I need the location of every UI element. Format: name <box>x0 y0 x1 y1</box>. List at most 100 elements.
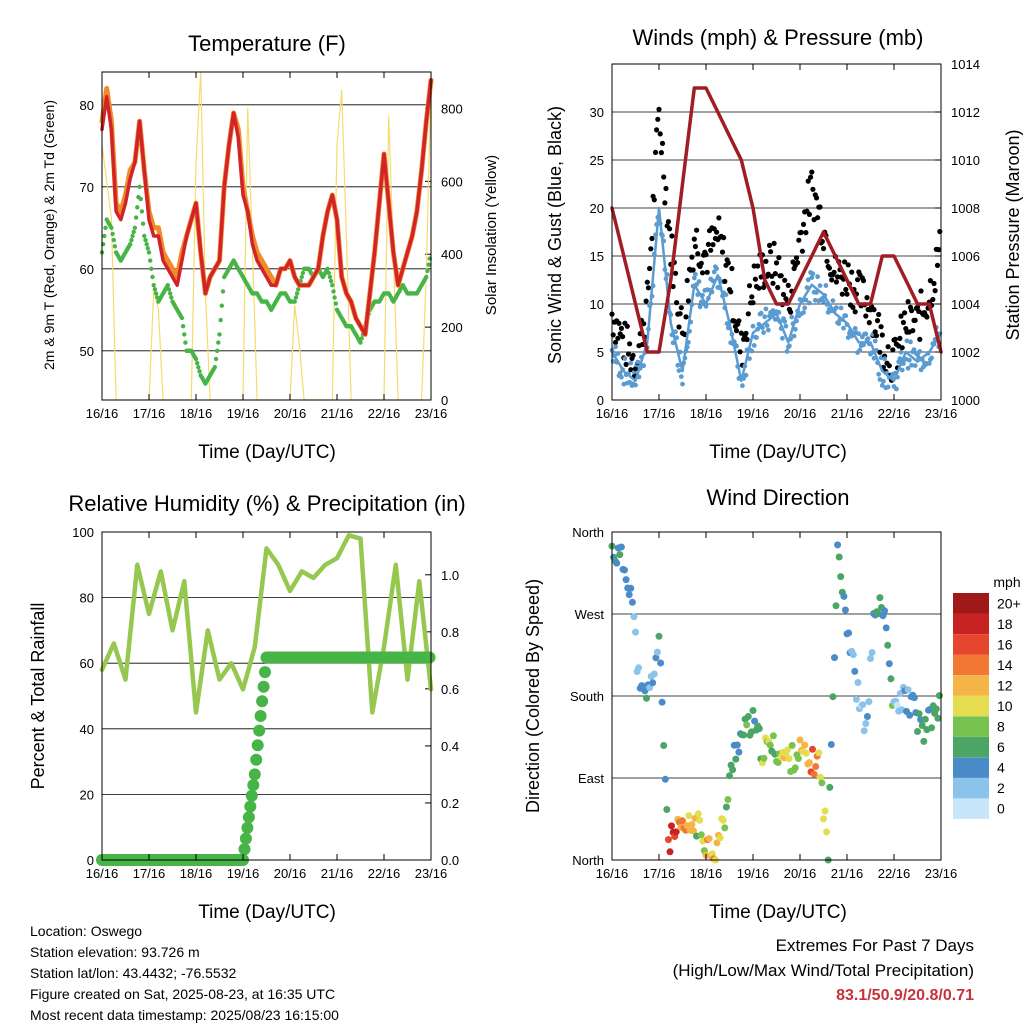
direction-point <box>805 759 813 767</box>
dewpoint-point <box>165 283 170 288</box>
direction-point <box>859 701 867 709</box>
extremes-box: Extremes For Past 7 Days (High/Low/Max W… <box>673 933 974 1008</box>
direction-point <box>661 775 669 783</box>
wind-point <box>830 298 836 303</box>
wind-point <box>861 342 866 348</box>
gust-point <box>914 304 921 310</box>
dewpoint-point <box>332 295 337 300</box>
humidity-xlabel: Time (Day/UTC) <box>198 902 336 923</box>
dewpoint-point <box>153 291 159 296</box>
gust-point <box>849 269 855 275</box>
wind-point <box>714 266 719 271</box>
direction-point <box>801 741 809 749</box>
direction-point <box>705 835 713 843</box>
dewpoint-point <box>426 262 431 267</box>
winds-y2tick-label: 1008 <box>951 201 980 216</box>
direction-point <box>643 694 650 702</box>
direction-point <box>726 772 733 780</box>
precip-point <box>238 843 251 856</box>
wind-point <box>783 323 789 329</box>
gust-point <box>667 226 673 232</box>
direction-ytick-label: East <box>578 771 604 786</box>
direction-point <box>668 822 675 830</box>
humidity-ytick-label: 100 <box>72 525 94 540</box>
temperature-xtick-label: 22/16 <box>368 406 401 421</box>
wind-point <box>821 299 826 304</box>
gust-point <box>772 271 778 277</box>
direction-point <box>831 654 838 662</box>
dewpoint-point <box>299 274 304 280</box>
dewpoint-point <box>217 332 222 337</box>
gust-point <box>892 336 898 342</box>
wind-point <box>617 370 623 376</box>
gust-point <box>829 277 835 283</box>
winds-ytick-label: 10 <box>590 297 604 312</box>
gust-point <box>918 288 924 294</box>
gust-point <box>683 314 689 320</box>
direction-point <box>722 803 730 811</box>
gust-point <box>788 309 794 315</box>
wind-point <box>703 303 709 309</box>
wind-point <box>809 275 815 280</box>
humidity-y2tick-label: 1.0 <box>441 568 459 583</box>
direction-point <box>650 670 658 678</box>
gust-point <box>750 300 756 306</box>
wind-point <box>876 371 882 377</box>
direction-point <box>841 606 849 614</box>
gust-point <box>672 270 679 276</box>
legend-label: 0 <box>997 801 1005 817</box>
gust-point <box>800 221 807 227</box>
dewpoint-point <box>149 266 154 271</box>
dewpoint-point <box>103 225 108 230</box>
wind-point <box>613 344 618 350</box>
extremes-values: 83.1/50.9/20.8/0.71 <box>836 987 974 1004</box>
gust-point <box>615 335 621 341</box>
direction-point <box>809 745 816 753</box>
direction-point <box>733 741 741 749</box>
direction-point <box>617 543 625 551</box>
direction-point <box>649 679 657 687</box>
winds-xtick-label: 23/16 <box>925 406 958 421</box>
direction-legend-title: mph <box>993 574 1020 590</box>
precip-point <box>254 710 267 722</box>
gust-point <box>831 269 837 275</box>
gust-point <box>714 229 720 235</box>
direction-point <box>834 541 842 549</box>
direction-point <box>932 705 940 713</box>
wind-point <box>691 275 697 281</box>
info-location: Location: Oswego <box>30 923 143 939</box>
gust-point <box>752 276 759 282</box>
legend-swatch <box>953 593 989 614</box>
dewpoint-point <box>128 242 133 247</box>
gust-point <box>755 263 761 269</box>
direction-point <box>652 654 660 662</box>
dewpoint-point <box>142 233 147 239</box>
gust-point <box>850 304 856 310</box>
gust-point <box>878 324 884 330</box>
direction-point <box>849 651 857 659</box>
gust-point <box>783 296 789 302</box>
wind-point <box>929 355 934 361</box>
gust-point <box>610 332 616 338</box>
gust-point <box>745 311 751 317</box>
humidity-xtick-label: 18/16 <box>180 866 213 881</box>
dewpoint-point <box>169 295 174 300</box>
legend-label: 4 <box>997 760 1005 776</box>
winds-title: Winds (mph) & Pressure (mb) <box>633 25 924 50</box>
gust-point <box>618 325 625 331</box>
gust-point <box>877 349 883 355</box>
legend-label: 20+ <box>997 595 1021 611</box>
gust-point <box>649 235 655 242</box>
wind-point <box>711 269 717 275</box>
winds-ytick-label: 30 <box>590 105 604 120</box>
humidity-ytick-label: 20 <box>80 787 94 802</box>
legend-swatch <box>953 736 989 758</box>
wind-point <box>635 359 641 365</box>
gust-point <box>728 289 734 295</box>
dewpoint-point <box>182 332 187 337</box>
gust-point <box>775 284 781 291</box>
legend-swatch <box>953 716 989 737</box>
direction-point <box>852 695 860 703</box>
gust-point <box>756 285 762 291</box>
